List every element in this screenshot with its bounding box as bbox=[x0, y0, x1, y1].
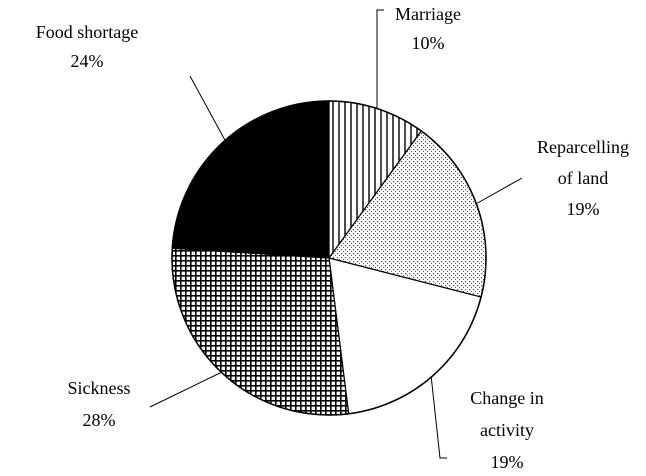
value-label: 19% bbox=[567, 199, 600, 219]
slice-label: of land bbox=[558, 168, 608, 188]
pie-slice bbox=[171, 100, 330, 259]
pie-slice bbox=[171, 247, 350, 416]
value-label: 28% bbox=[83, 410, 116, 430]
value-label: 19% bbox=[491, 452, 524, 472]
slice-label: Food shortage bbox=[36, 22, 139, 42]
slice-label: Change in bbox=[470, 388, 544, 408]
value-label: 10% bbox=[412, 33, 445, 53]
slice-label: Sickness bbox=[68, 378, 131, 398]
pie-outline bbox=[171, 100, 487, 416]
slice-label: Marriage bbox=[395, 4, 461, 24]
value-label: 24% bbox=[71, 51, 104, 71]
slice-label: activity bbox=[480, 420, 534, 440]
slice-label: Reparcelling bbox=[537, 137, 629, 157]
leaders bbox=[149, 9, 523, 459]
